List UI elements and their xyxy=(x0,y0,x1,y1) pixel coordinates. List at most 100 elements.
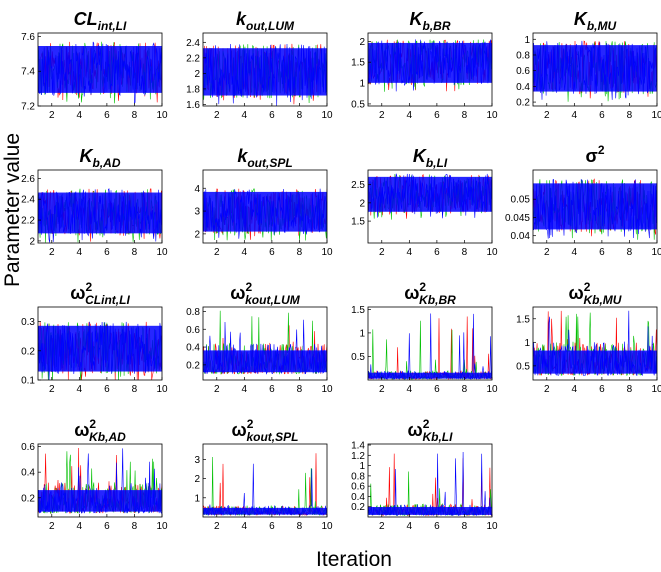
panel-3: 0.2 0.4 0.6 0.8 1 2 4 6 8 10 Kb,MU xyxy=(516,9,661,121)
ytick-label: 0.4 xyxy=(21,468,35,479)
density-band xyxy=(533,183,657,230)
xtick-label: 2 xyxy=(49,110,55,121)
xtick-label: 4 xyxy=(572,110,578,121)
panel-title: Kb,MU xyxy=(574,9,617,33)
ytick-label: 2.5 xyxy=(351,180,365,191)
ytick-label: 1.2 xyxy=(351,451,365,462)
xtick-label: 10 xyxy=(156,110,168,121)
xtick-label: 10 xyxy=(156,247,168,258)
xtick-label: 4 xyxy=(572,384,578,395)
density-band xyxy=(203,507,327,515)
xtick-label: 6 xyxy=(104,110,110,121)
xtick-label: 10 xyxy=(156,521,168,532)
xtick-label: 6 xyxy=(269,247,275,258)
panel-8: 0.1 0.2 0.3 2 4 6 8 10 ω2 CLint,LI xyxy=(21,280,168,395)
axes-frame xyxy=(367,169,493,244)
xtick-label: 6 xyxy=(599,110,605,121)
global-xlabel: Iteration xyxy=(316,548,392,571)
xtick-label: 10 xyxy=(651,384,661,395)
panel-title: ω2 Kb,BR xyxy=(404,280,456,307)
ytick-label: 2 xyxy=(194,69,200,80)
ytick-label: 2 xyxy=(359,37,365,48)
ytick-label: 0.8 xyxy=(351,471,365,482)
panel-title: σ2 xyxy=(585,143,604,166)
density-band xyxy=(368,506,492,515)
panel-title: Kb,AD xyxy=(80,146,121,170)
panel-11: 0.5 1 1.5 2 4 6 8 10 ω2 Kb,MU xyxy=(516,280,661,395)
axes-frame xyxy=(202,306,328,381)
xtick-label: 4 xyxy=(77,247,83,258)
xtick-label: 2 xyxy=(214,247,220,258)
ytick-label: 0.1 xyxy=(21,376,35,387)
panel-13: 1 2 3 2 4 6 8 10 ω2 kout,SPL xyxy=(194,417,333,532)
panel-5: 2 3 4 2 4 6 8 10 kout,SPL xyxy=(194,146,333,258)
xtick-label: 6 xyxy=(599,247,605,258)
ytick-label: 1 xyxy=(524,338,530,349)
panel-title: ω2 Kb,MU xyxy=(569,280,622,307)
ytick-label: 3 xyxy=(194,455,200,466)
traces xyxy=(203,43,327,106)
xtick-label: 10 xyxy=(321,247,333,258)
xtick-label: 10 xyxy=(651,247,661,258)
ytick-label: 4 xyxy=(194,184,200,195)
xtick-label: 6 xyxy=(269,384,275,395)
xtick-label: 2 xyxy=(49,521,55,532)
density-band xyxy=(368,176,492,212)
panel-4: 2 2.2 2.4 2.6 2 4 6 8 10 Kb,AD xyxy=(21,146,168,258)
ytick-label: 0.2 xyxy=(351,502,365,513)
ytick-label: 1 xyxy=(524,35,530,46)
panel-title: ω2 Kb,AD xyxy=(74,417,126,444)
ytick-label: 1.5 xyxy=(351,305,365,316)
panel-title: CLint,LI xyxy=(74,9,127,33)
ytick-label: 0.5 xyxy=(351,99,365,110)
ytick-label: 0.5 xyxy=(351,352,365,363)
density-band xyxy=(38,192,162,234)
xtick-label: 10 xyxy=(486,247,498,258)
xtick-label: 8 xyxy=(462,384,468,395)
xtick-label: 8 xyxy=(627,110,633,121)
axes-frame xyxy=(37,443,163,518)
traces xyxy=(368,173,492,220)
panel-title: kout,LUM xyxy=(236,9,295,33)
xtick-label: 10 xyxy=(486,384,498,395)
density-band xyxy=(533,350,657,374)
xtick-label: 8 xyxy=(297,247,303,258)
xtick-label: 2 xyxy=(49,247,55,258)
ytick-label: 0.2 xyxy=(21,493,35,504)
series-trace-0 xyxy=(203,453,327,517)
ytick-label: 7.2 xyxy=(21,102,35,113)
ytick-label: 1 xyxy=(359,79,365,90)
ytick-label: 0.4 xyxy=(186,343,200,354)
ytick-label: 2.2 xyxy=(186,53,200,64)
xtick-label: 8 xyxy=(462,247,468,258)
xtick-label: 4 xyxy=(572,247,578,258)
xtick-label: 2 xyxy=(379,247,385,258)
global-ylabel: Parameter value xyxy=(1,133,24,287)
traces xyxy=(533,178,657,240)
xtick-label: 4 xyxy=(407,110,413,121)
xtick-label: 10 xyxy=(486,110,498,121)
traces xyxy=(38,321,162,380)
ytick-label: 0.04 xyxy=(511,231,531,242)
ytick-label: 0.4 xyxy=(516,82,530,93)
axes-frame xyxy=(367,443,493,518)
traces xyxy=(368,313,492,380)
xtick-label: 8 xyxy=(462,110,468,121)
traces xyxy=(203,310,327,375)
xtick-label: 6 xyxy=(269,110,275,121)
ytick-label: 0.8 xyxy=(516,50,530,61)
panel-14: 0.20.40.60.811.21.4 2 4 6 8 10 ω2 Kb,LI xyxy=(351,417,498,532)
panel-1: 1.6 1.8 2 2.2 2.4 2 4 6 8 10 kout,LUM xyxy=(186,9,333,121)
ytick-label: 1 xyxy=(359,461,365,472)
xtick-label: 8 xyxy=(297,521,303,532)
xtick-label: 10 xyxy=(321,110,333,121)
axes-frame xyxy=(37,169,163,244)
xtick-label: 8 xyxy=(297,384,303,395)
panel-title: ω2 CLint,LI xyxy=(70,280,130,307)
series-trace-2 xyxy=(368,451,492,517)
ytick-label: 2 xyxy=(194,229,200,240)
density-band xyxy=(203,191,327,232)
xtick-label: 6 xyxy=(269,521,275,532)
ytick-label: 1.5 xyxy=(351,58,365,69)
